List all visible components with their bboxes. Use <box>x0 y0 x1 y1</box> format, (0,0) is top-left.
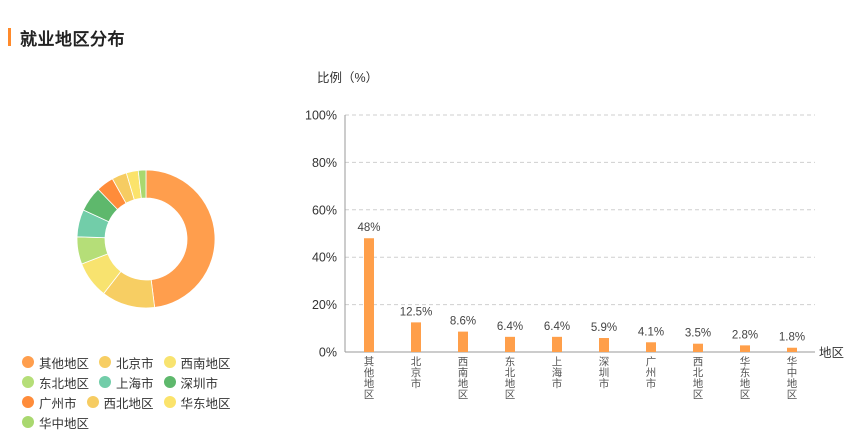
y-tick-label: 100% <box>305 109 337 123</box>
donut-slice-10 <box>137 169 147 199</box>
bar-value-label: 5.9% <box>591 322 617 334</box>
bar <box>693 343 703 352</box>
y-tick-label: 0% <box>319 346 337 360</box>
x-tick-label: 华东地区 <box>740 355 751 401</box>
legend-label: 北京市 <box>116 356 154 371</box>
y-tick-label: 40% <box>312 251 337 265</box>
x-tick-label: 广州市 <box>646 356 657 390</box>
legend-label: 深圳市 <box>180 376 219 391</box>
x-tick-label: 东北地区 <box>505 355 516 401</box>
legend-swatch <box>99 356 112 368</box>
y-tick-label: 80% <box>312 156 337 170</box>
legend-label: 东北地区 <box>39 376 90 391</box>
bar <box>787 347 797 352</box>
legend-item[interactable]: 其他地区 <box>22 355 90 371</box>
legend-item[interactable]: 华东地区 <box>163 395 231 411</box>
y-tick-label: 60% <box>312 203 337 217</box>
x-tick-label: 西南地区 <box>458 356 469 401</box>
bar-value-label: 4.1% <box>638 326 664 338</box>
x-tick-label: 北京市 <box>411 356 422 390</box>
donut-legend: 其他地区 北京市 西南地区东北地区 上海市 深圳市广州市 西北地区 华东地区华中地区 <box>22 355 292 431</box>
legend-item[interactable]: 北京市 <box>99 355 154 371</box>
section-header: 就业地区分布 <box>8 27 125 49</box>
title-accent-bar <box>8 28 11 46</box>
legend-swatch <box>22 376 34 388</box>
legend-swatch <box>163 376 176 388</box>
bar <box>599 338 609 352</box>
legend-swatch <box>86 396 99 408</box>
bar-value-label: 8.6% <box>450 316 476 328</box>
legend-item[interactable]: 深圳市 <box>163 375 219 391</box>
legend-label: 华中地区 <box>39 416 90 431</box>
x-tick-label: 华中地区 <box>787 355 798 401</box>
legend-swatch <box>163 396 176 408</box>
legend-item[interactable]: 广州市 <box>22 395 77 411</box>
bar <box>364 238 374 352</box>
legend-swatch <box>22 396 34 408</box>
legend-label: 其他地区 <box>39 356 90 371</box>
legend-label: 西南地区 <box>180 356 231 371</box>
bar <box>740 345 750 352</box>
legend-swatch <box>22 416 34 428</box>
legend-swatch <box>99 376 112 388</box>
y-tick-label: 20% <box>312 298 337 312</box>
legend-label: 上海市 <box>116 376 154 391</box>
bar <box>458 331 468 352</box>
x-tick-label: 上海市 <box>552 356 563 390</box>
legend-item[interactable]: 上海市 <box>99 375 154 391</box>
bar-value-label: 1.8% <box>779 332 805 344</box>
legend-swatch <box>22 356 34 368</box>
bar <box>411 322 421 352</box>
bar-value-label: 48% <box>357 222 380 234</box>
bar-value-label: 6.4% <box>497 321 523 333</box>
bar <box>552 336 562 352</box>
legend-item[interactable]: 东北地区 <box>22 375 90 391</box>
bar <box>646 342 656 352</box>
legend-item[interactable]: 西北地区 <box>86 395 154 411</box>
legend-item[interactable]: 华中地区 <box>22 415 90 431</box>
x-tick-label: 深圳市 <box>599 356 610 390</box>
section-title: 就业地区分布 <box>20 29 125 49</box>
legend-swatch <box>163 356 176 368</box>
legend-label: 华东地区 <box>180 396 231 411</box>
bar-value-label: 2.8% <box>732 329 758 341</box>
legend-item[interactable]: 西南地区 <box>163 355 231 371</box>
legend-label: 西北地区 <box>103 396 154 411</box>
bar-value-label: 6.4% <box>544 321 570 333</box>
bar <box>505 336 515 352</box>
y-axis-title: 比例（%） <box>317 71 378 85</box>
legend-label: 广州市 <box>39 396 77 411</box>
bar-value-label: 12.5% <box>400 306 433 318</box>
donut-chart <box>76 169 216 309</box>
x-tick-label: 西北地区 <box>693 356 704 401</box>
bar-value-label: 3.5% <box>685 328 711 340</box>
x-axis-title: 地区 <box>819 346 844 360</box>
donut-slice-1 <box>145 169 216 308</box>
x-tick-label: 其他地区 <box>364 356 375 401</box>
